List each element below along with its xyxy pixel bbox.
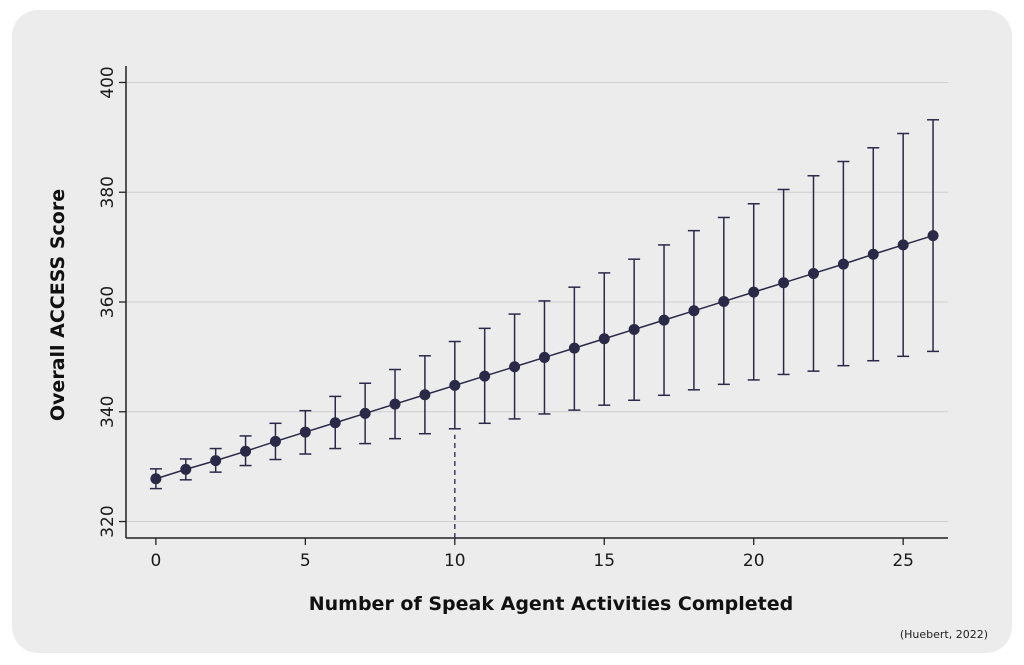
data-point: [658, 314, 670, 326]
x-tick-label: 15: [593, 551, 615, 571]
y-tick-label: 320: [98, 505, 118, 537]
chart-card: [12, 10, 1012, 653]
data-point: [628, 323, 640, 335]
gridlines: [126, 81, 948, 523]
data-point: [807, 267, 819, 279]
data-point: [598, 333, 610, 345]
data-point: [299, 426, 311, 438]
data-point: [688, 305, 700, 317]
data-point: [748, 286, 760, 298]
data-point: [150, 473, 162, 485]
data-point: [419, 389, 431, 401]
citation: (Huebert, 2022): [899, 628, 988, 641]
data-point: [449, 379, 461, 391]
error-bars: [149, 119, 940, 490]
data-point: [718, 295, 730, 307]
y-tick-label: 380: [98, 176, 118, 208]
data-point: [778, 277, 790, 289]
data-point: [479, 370, 491, 382]
data-point: [867, 248, 879, 260]
data-point: [927, 230, 939, 242]
x-axis-title: Number of Speak Agent Activities Complet…: [309, 593, 794, 615]
x-tick-label: 25: [892, 551, 914, 571]
x-tick-label: 5: [300, 551, 311, 571]
data-points: [150, 230, 939, 485]
x-tick-label: 20: [743, 551, 765, 571]
data-point: [568, 342, 580, 354]
x-axis-ticks: 0 5 10 15 20 25: [150, 538, 914, 571]
data-point: [359, 407, 371, 419]
y-axis-ticks: 320 340 360 380 400: [98, 66, 126, 538]
data-point: [210, 455, 222, 467]
y-tick-label: 360: [98, 286, 118, 318]
data-point: [269, 435, 281, 447]
y-tick-label: 340: [98, 396, 118, 428]
y-axis-title: Overall ACCESS Score: [47, 189, 69, 421]
x-tick-label: 10: [444, 551, 466, 571]
data-point: [180, 463, 192, 475]
data-point: [897, 239, 909, 251]
x-tick-label: 0: [150, 551, 161, 571]
data-point: [837, 258, 849, 270]
data-point: [240, 445, 252, 457]
data-point: [509, 361, 521, 373]
data-point: [538, 351, 550, 363]
y-tick-label: 400: [98, 66, 118, 98]
data-point: [329, 417, 341, 429]
data-point: [389, 398, 401, 410]
